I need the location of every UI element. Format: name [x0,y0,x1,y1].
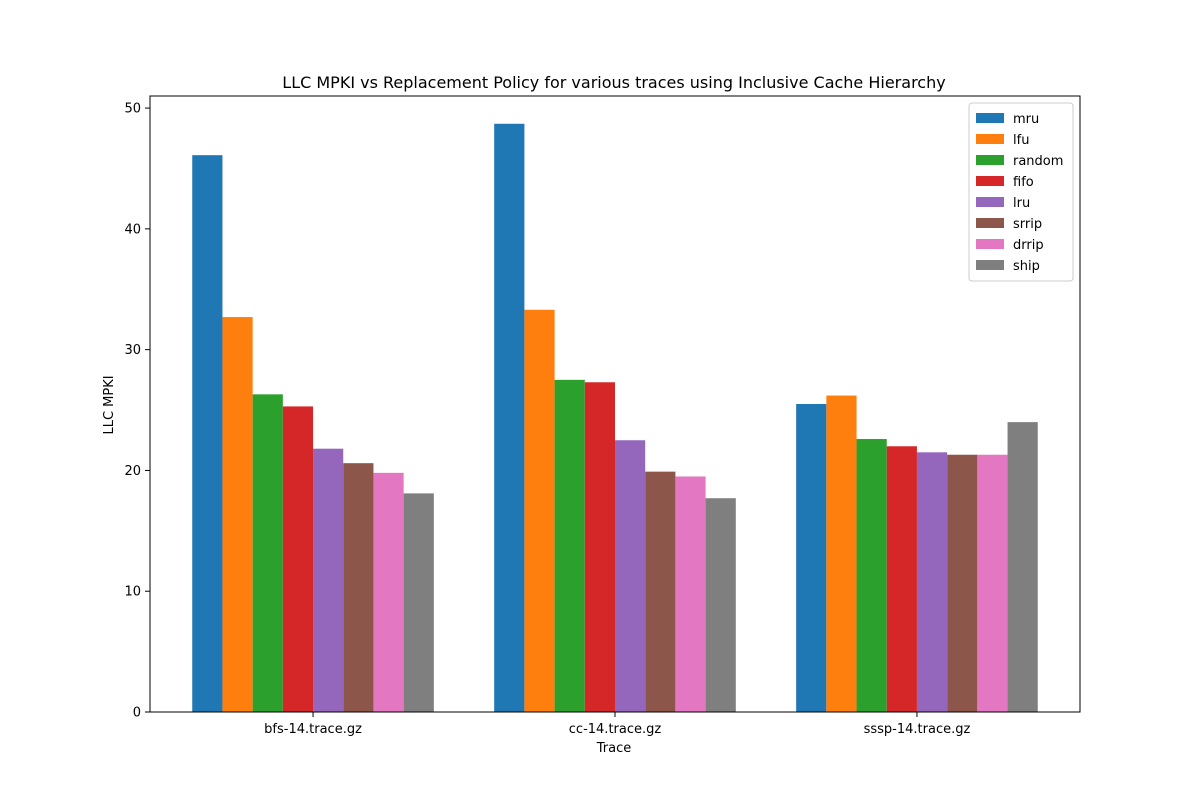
bar-lru-sssp-14.trace.gz [916,452,948,712]
bar-lfu-sssp-14.trace.gz [826,395,857,712]
legend-label-fifo: fifo [1013,175,1034,190]
legend-swatch-random [976,155,1004,165]
bar-random-cc-14.trace.gz [554,379,585,712]
bar-ship-cc-14.trace.gz [705,498,736,712]
bar-lfu-cc-14.trace.gz [524,309,555,712]
bar-group [192,123,1038,712]
y-axis: 0 10 20 30 40 50 [124,102,150,721]
legend-label-mru: mru [1013,112,1039,127]
legend-label-lfu: lfu [1013,133,1029,148]
bar-drrip-cc-14.trace.gz [675,476,706,712]
bar-mru-cc-14.trace.gz [494,123,525,712]
bar-mru-bfs-14.trace.gz [192,155,223,712]
legend-label-lru: lru [1013,196,1030,211]
bar-srrip-cc-14.trace.gz [645,471,676,712]
legend: mru lfu random fifo lru srrip drrip ship [968,102,1074,282]
bar-ship-sssp-14.trace.gz [1007,422,1038,712]
y-tick-label: 0 [133,706,141,721]
bar-lfu-bfs-14.trace.gz [222,317,253,712]
legend-swatch-ship [976,260,1004,270]
x-axis: bfs-14.trace.gz cc-14.trace.gz sssp-14.tra… [264,712,970,737]
bar-srrip-sssp-14.trace.gz [947,454,978,712]
legend-swatch-mru [976,113,1004,123]
bar-drrip-bfs-14.trace.gz [373,472,404,712]
bar-drrip-sssp-14.trace.gz [977,454,1008,712]
y-tick-label: 50 [124,102,141,117]
bar-lru-bfs-14.trace.gz [313,448,344,712]
legend-swatch-lfu [976,134,1004,144]
legend-label-srrip: srrip [1013,217,1042,232]
bar-mru-sssp-14.trace.gz [796,404,827,712]
bar-random-bfs-14.trace.gz [252,394,283,712]
legend-label-ship: ship [1013,259,1040,274]
bar-srrip-bfs-14.trace.gz [343,463,374,712]
legend-swatch-drrip [976,239,1004,249]
legend-label-random: random [1013,154,1063,169]
legend-swatch-fifo [976,176,1004,186]
y-tick-label: 10 [124,585,141,600]
x-tick-label: bfs-14.trace.gz [264,722,362,737]
x-tick-label: cc-14.trace.gz [569,722,662,737]
bar-fifo-cc-14.trace.gz [584,382,615,712]
y-tick-label: 40 [124,222,141,237]
y-tick-label: 30 [124,343,141,358]
chart-title: LLC MPKI vs Replacement Policy for vario… [282,73,945,92]
bar-fifo-sssp-14.trace.gz [886,446,917,712]
y-axis-label: LLC MPKI [102,375,117,434]
x-tick-label: sssp-14.trace.gz [864,722,971,737]
y-tick-label: 20 [124,464,141,479]
bar-ship-bfs-14.trace.gz [403,493,434,712]
plot-frame [149,95,1081,713]
legend-label-drrip: drrip [1013,238,1044,253]
legend-swatch-lru [976,197,1004,207]
legend-box [968,102,1074,282]
legend-swatch-srrip [976,218,1004,228]
bar-random-sssp-14.trace.gz [856,439,887,712]
bar-lru-cc-14.trace.gz [615,440,646,712]
bar-fifo-bfs-14.trace.gz [282,406,314,712]
x-axis-label: Trace [596,741,632,756]
